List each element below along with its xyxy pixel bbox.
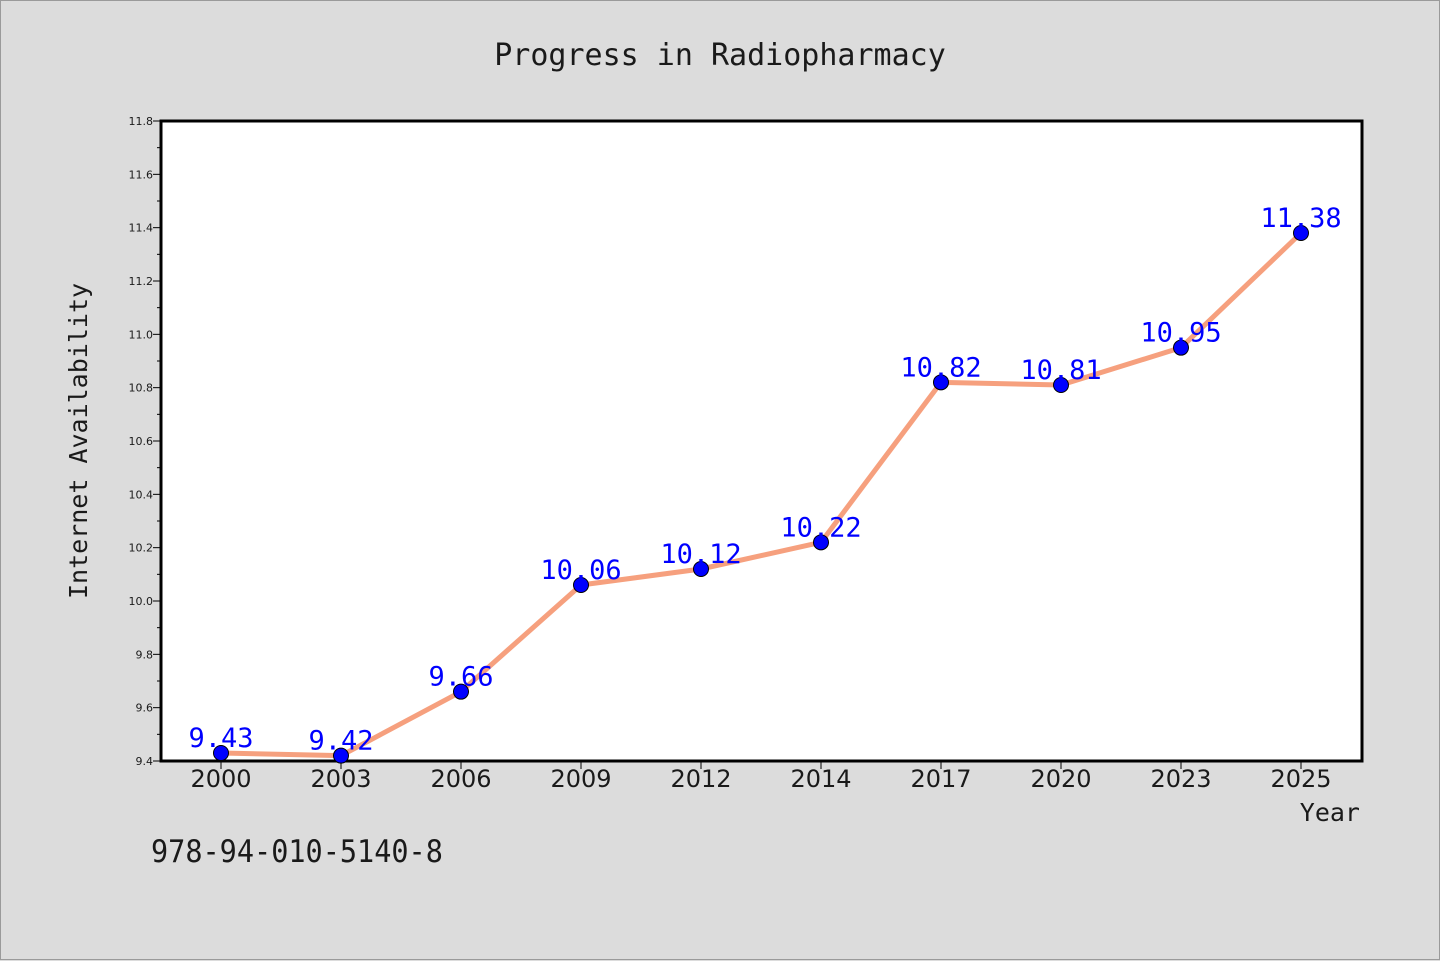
y-tick-label: 10.8 [129, 382, 154, 395]
y-axis-label: Internet Availability [64, 283, 93, 599]
x-tick-label: 2006 [430, 765, 491, 793]
data-point-marker [1053, 377, 1069, 393]
data-label: 10.22 [780, 512, 861, 543]
data-point-marker [1173, 339, 1189, 356]
x-tick-label: 2009 [550, 765, 611, 793]
y-tick-label: 10.0 [129, 595, 154, 608]
y-tick-label: 11.2 [129, 275, 154, 288]
plot-area [159, 119, 1364, 763]
data-label: 9.43 [188, 723, 253, 754]
y-tick-label: 9.4 [136, 755, 154, 768]
y-tick-label: 9.8 [136, 648, 154, 661]
data-label: 10.12 [660, 539, 741, 570]
data-label: 11.38 [1260, 203, 1341, 234]
y-tick-label: 10.4 [129, 488, 154, 501]
x-tick-label: 2012 [670, 765, 731, 793]
data-label: 10.06 [540, 555, 621, 586]
x-tick-label: 2003 [310, 765, 371, 793]
data-label: 10.95 [1140, 318, 1221, 349]
data-point-marker [453, 683, 469, 700]
x-axis-label: Year [1300, 798, 1360, 827]
data-label: 10.82 [900, 352, 981, 383]
data-label: 10.81 [1020, 355, 1101, 386]
x-tick-label: 2017 [910, 765, 971, 793]
data-point-marker [333, 747, 349, 764]
data-label: 9.42 [308, 726, 373, 757]
series-line-group [218, 230, 1304, 759]
data-point-marker [213, 745, 229, 761]
data-label: 9.66 [428, 662, 493, 693]
y-tick-label: 11.4 [129, 222, 154, 235]
data-point-marker [693, 561, 709, 577]
x-axis: 2000 2003 2006 2009 2012 2014 2017 2020 2023 2025 [190, 761, 1332, 793]
y-tick-label: 9.6 [136, 702, 154, 715]
y-tick-label: 11.0 [129, 328, 154, 341]
y-tick-label: 11.8 [129, 115, 154, 128]
y-tick-label: 10.6 [129, 435, 154, 448]
x-tick-label: 2023 [1150, 765, 1211, 793]
data-point-marker [573, 577, 589, 593]
y-axis: 9.4 9.6 9.8 10.0 10.2 10.4 10.6 10.8 11.0 11.2 11.… [129, 115, 161, 768]
y-tick-label: 11.6 [129, 168, 154, 181]
data-labels-group: 9.43 9.42 9.66 10.06 10.12 10.22 10.82 10.81 10.… [188, 203, 1341, 757]
data-point-marker [933, 374, 949, 391]
data-point-marker [1293, 225, 1309, 241]
data-point-marker [813, 534, 829, 551]
series-markers-group [213, 225, 1309, 764]
x-tick-label: 2020 [1030, 765, 1091, 793]
isbn-text: 978-94-010-5140-8 [151, 834, 443, 870]
series-line [218, 230, 1304, 759]
x-tick-label: 2000 [190, 765, 251, 793]
chart-title: Progress in Radiopharmacy [494, 38, 946, 73]
x-tick-label: 2025 [1270, 765, 1331, 793]
x-tick-label: 2014 [790, 765, 851, 793]
y-tick-label: 10.2 [129, 542, 154, 555]
